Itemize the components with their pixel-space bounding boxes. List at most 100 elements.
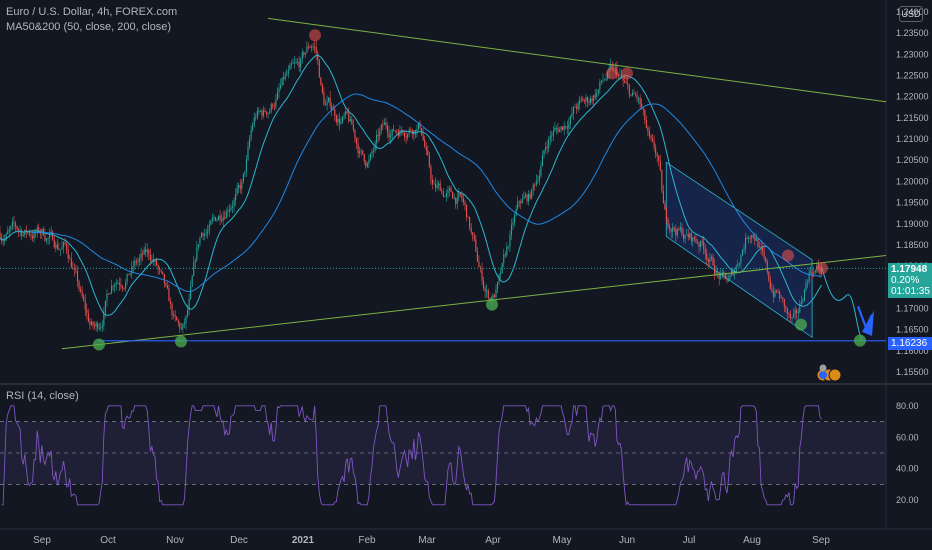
- candle-body: [104, 300, 106, 314]
- candle-body: [160, 269, 162, 272]
- price-axis-label: 1.15500: [896, 367, 929, 377]
- candle-body: [459, 193, 461, 195]
- candle-body: [718, 272, 720, 279]
- candle-body: [323, 92, 325, 105]
- candle-body: [187, 310, 189, 316]
- candle-body: [667, 219, 669, 227]
- candle-body: [591, 98, 593, 102]
- candle-body: [190, 286, 192, 299]
- candle-body: [205, 233, 207, 235]
- candle-body: [439, 183, 441, 191]
- candle-body: [47, 238, 49, 240]
- candle-body: [36, 227, 38, 233]
- candle-body: [354, 129, 356, 139]
- candle-body: [121, 286, 123, 288]
- candle-body: [64, 242, 66, 244]
- candle-body: [774, 290, 776, 297]
- ma50-line: [0, 54, 822, 316]
- price-axis-label: 1.20500: [896, 155, 929, 165]
- candle-body: [22, 235, 24, 236]
- candle-body: [342, 116, 344, 122]
- candle-body: [100, 326, 102, 329]
- candle-body: [30, 234, 32, 237]
- candle-body: [89, 321, 91, 325]
- candle-body: [149, 254, 151, 261]
- candle-body: [662, 190, 664, 204]
- candle-body: [785, 306, 787, 309]
- candle-body: [405, 136, 407, 138]
- candle-body: [67, 249, 69, 259]
- candle-body: [162, 271, 164, 274]
- candle-body: [714, 265, 716, 275]
- candle-body: [306, 46, 308, 53]
- candle-body: [115, 283, 117, 286]
- candle-body: [791, 317, 793, 318]
- time-axis-label: Sep: [33, 535, 51, 546]
- candle-body: [796, 310, 798, 313]
- candle-body: [253, 117, 255, 126]
- candle-body: [90, 321, 92, 325]
- candle-body: [683, 234, 685, 239]
- rsi-axis-label: 80.00: [896, 401, 919, 411]
- candle-body: [431, 179, 433, 184]
- candle-body: [32, 236, 34, 239]
- candle-body: [211, 218, 213, 222]
- candle-body: [808, 272, 810, 282]
- candle-body: [83, 296, 85, 301]
- candle-body: [163, 273, 165, 284]
- candle-body: [236, 187, 238, 195]
- candle-body: [191, 275, 193, 287]
- candle-body: [456, 197, 458, 204]
- candle-body: [741, 250, 743, 256]
- candle-body: [180, 328, 182, 330]
- candle-body: [132, 265, 134, 267]
- candle-body: [684, 234, 686, 239]
- candle-body: [140, 253, 142, 259]
- time-axis-label: Feb: [358, 535, 376, 546]
- candle-body: [216, 220, 218, 222]
- candle-body: [345, 111, 347, 116]
- candle-body: [293, 62, 296, 64]
- candle-body: [639, 98, 641, 104]
- candle-body: [678, 229, 680, 230]
- candle-body: [638, 98, 640, 99]
- candle-body: [365, 161, 367, 167]
- candle-body: [386, 125, 389, 133]
- candle-body: [582, 98, 584, 102]
- candle-body: [566, 126, 568, 129]
- price-axis-label: 1.23000: [896, 49, 929, 59]
- candle-body: [509, 234, 511, 247]
- candle-body: [452, 191, 454, 199]
- candle-body: [469, 216, 471, 228]
- candle-body: [506, 246, 508, 256]
- candle-body: [390, 135, 392, 138]
- candle-body: [73, 269, 75, 271]
- candle-body: [721, 271, 723, 275]
- currency-button[interactable]: USD: [899, 6, 923, 22]
- trough-marker: [854, 334, 866, 347]
- candle-body: [641, 103, 643, 109]
- candle-body: [298, 61, 300, 68]
- candle-body: [514, 215, 516, 223]
- trough-marker: [93, 338, 105, 351]
- candle-body: [366, 163, 368, 167]
- candle-body: [672, 227, 674, 232]
- candle-body: [413, 130, 415, 135]
- candle-body: [583, 101, 585, 103]
- candle-body: [21, 230, 23, 236]
- projection-path: [821, 268, 863, 341]
- candle-body: [475, 239, 477, 252]
- candle-body: [552, 130, 554, 136]
- candle-body: [362, 150, 364, 155]
- candle-body: [585, 97, 587, 102]
- candle-body: [627, 83, 629, 85]
- candle-body: [326, 101, 328, 106]
- candle-body: [788, 313, 790, 315]
- candle-body: [267, 113, 269, 115]
- price-axis-label: 1.19500: [896, 198, 929, 208]
- candle-body: [143, 249, 145, 255]
- candle-body: [577, 103, 579, 109]
- candle-body: [793, 313, 795, 318]
- candle-body: [442, 191, 444, 197]
